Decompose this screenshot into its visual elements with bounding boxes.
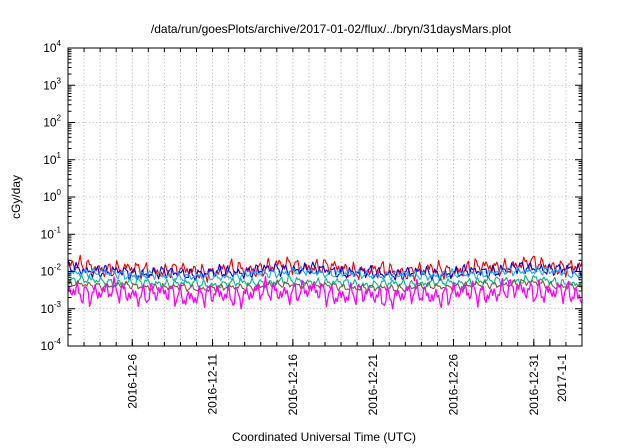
y-axis-label: cGy/day [9, 175, 23, 219]
x-tick-label: 2016-12-11 [206, 354, 220, 415]
y-tick-label: 10-3 [41, 300, 62, 316]
y-tick-label: 103 [43, 76, 61, 92]
y-tick-label: 10-2 [41, 263, 62, 279]
grid [68, 48, 582, 346]
y-tick-label: 10-4 [41, 337, 62, 353]
x-tick-labels: 2016-12-6 2016-12-11 2016-12-16 2016-12-21 2… [125, 354, 569, 416]
x-tick-label: 2016-12-21 [366, 354, 380, 416]
x-tick-label: 2016-12-26 [447, 354, 461, 416]
y-tick-labels: 10-4 10-3 10-2 10-1 100 101 102 103 104 [41, 39, 62, 353]
x-tick-label: 2016-12-16 [286, 354, 300, 416]
chart-title: /data/run/goesPlots/archive/2017-01-02/f… [151, 22, 512, 36]
series-line [67, 278, 583, 293]
series-line [67, 275, 583, 310]
series-group [67, 254, 583, 310]
y-tick-label: 104 [43, 39, 61, 55]
series-line [67, 259, 583, 282]
y-tick-label: 10-1 [41, 225, 62, 241]
x-tick-label: 2016-12-6 [125, 354, 139, 409]
x-tick-label: 2017-1-1 [555, 354, 569, 402]
y-tick-label: 100 [43, 188, 61, 204]
y-tick-label: 102 [43, 114, 61, 130]
series-line [67, 274, 582, 291]
series-line [67, 265, 583, 282]
axis-ticks [68, 47, 582, 347]
x-axis-label: Coordinated Universal Time (UTC) [232, 430, 416, 444]
y-tick-label: 101 [43, 151, 61, 167]
x-tick-label: 2016-12-31 [527, 354, 541, 416]
